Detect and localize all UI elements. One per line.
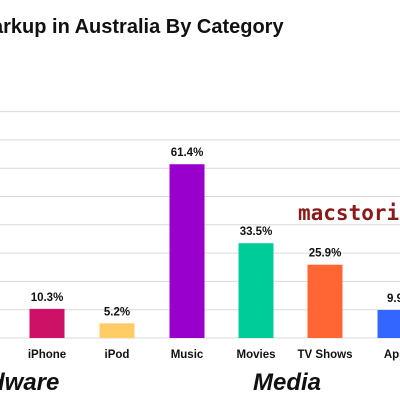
- bars-group: [29, 164, 400, 338]
- bar-music: [169, 164, 205, 338]
- bar-ipod: [99, 323, 135, 338]
- group-label-media: Media: [253, 369, 321, 396]
- bar-app: [377, 309, 400, 338]
- category-label-tv-shows: TV Shows: [298, 349, 353, 361]
- category-label-app: App: [384, 349, 400, 361]
- category-label-ipod: iPod: [105, 349, 130, 361]
- value-labels-group: 10.3% 5.2% 61.4% 33.5% 25.9% 9.9: [31, 147, 400, 318]
- value-label-movies: 33.5%: [240, 226, 273, 238]
- watermark-logo: macstoric: [298, 201, 400, 225]
- chart-title: arkup in Australia By Category: [0, 16, 284, 38]
- value-label-iphone: 10.3%: [31, 292, 64, 304]
- value-label-app: 9.9: [387, 293, 400, 305]
- value-label-music: 61.4%: [171, 147, 204, 159]
- bar-movies: [238, 243, 274, 338]
- bar-iphone: [29, 308, 65, 338]
- bar-tv-shows: [307, 264, 343, 338]
- category-label-music: Music: [171, 349, 204, 361]
- category-label-iphone: iPhone: [28, 349, 66, 361]
- value-label-tv-shows: 25.9%: [309, 248, 342, 260]
- group-label-hardware: dware: [0, 369, 59, 396]
- category-labels-group: iPhone iPod Music Movies TV Shows App: [28, 349, 400, 361]
- value-label-ipod: 5.2%: [104, 306, 130, 318]
- category-label-movies: Movies: [237, 349, 276, 361]
